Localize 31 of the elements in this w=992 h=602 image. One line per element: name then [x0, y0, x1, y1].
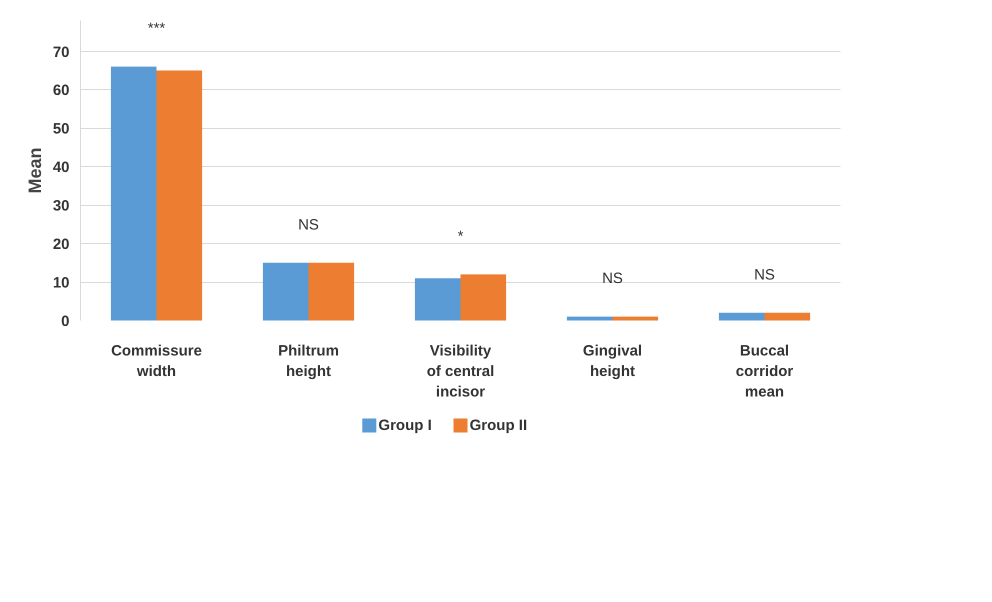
y-tick-label: 30 [52, 198, 70, 215]
y-tick-label: 0 [61, 313, 70, 330]
bar [308, 262, 354, 320]
bar [612, 316, 658, 320]
y-tick-label: 70 [52, 44, 70, 61]
annotation: NS [298, 216, 319, 234]
annotation: *** [148, 20, 166, 38]
bar [718, 312, 764, 320]
legend-label: Group II [470, 417, 528, 434]
y-tick-label: 40 [52, 159, 70, 176]
bar [110, 66, 156, 320]
x-tick-label: Buccal corridor mean [736, 342, 794, 400]
bar [566, 316, 612, 320]
y-axis-title: Mean [24, 147, 45, 194]
bar [156, 70, 202, 320]
y-tick-label: 10 [52, 274, 70, 292]
x-tick-label: Gingival height [582, 342, 642, 380]
y-tick-label: 50 [52, 120, 70, 138]
bar [414, 278, 460, 320]
legend-label: Group I [378, 417, 432, 434]
y-tick-label: 20 [52, 236, 70, 254]
x-tick-label: Philtrum height [278, 342, 339, 380]
bar [262, 262, 308, 320]
annotation: NS [754, 266, 775, 284]
bar [460, 274, 506, 320]
bar [764, 312, 810, 320]
annotation: NS [602, 270, 623, 288]
x-tick-label: Commissure width [111, 342, 202, 380]
y-tick-label: 60 [52, 82, 70, 100]
x-tick-label: Visibility of central incisor [426, 342, 494, 400]
annotation: * [458, 228, 464, 245]
